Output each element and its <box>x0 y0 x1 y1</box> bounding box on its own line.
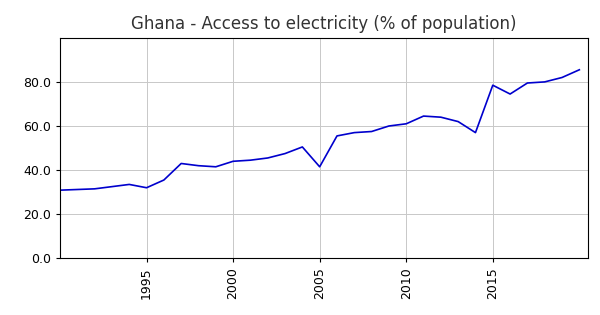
Title: Ghana - Access to electricity (% of population): Ghana - Access to electricity (% of popu… <box>131 15 517 33</box>
